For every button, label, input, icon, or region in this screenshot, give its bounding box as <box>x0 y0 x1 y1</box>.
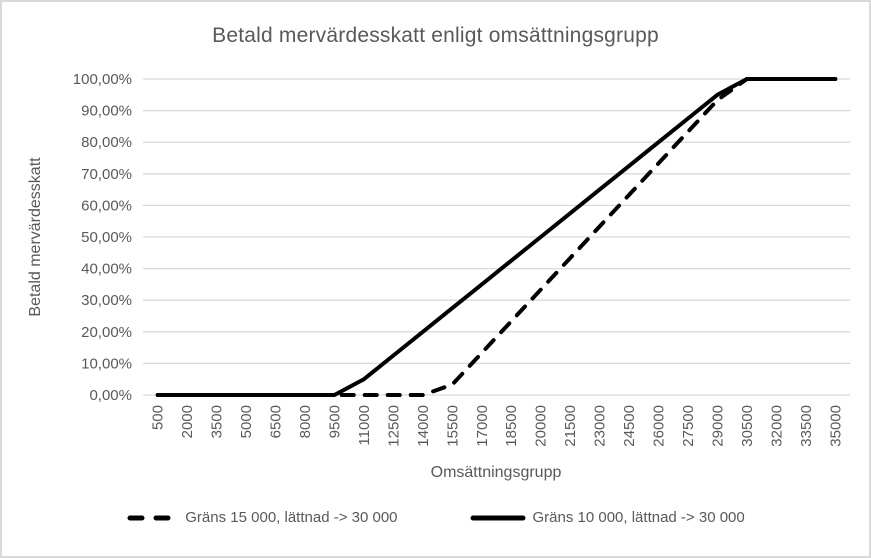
x-tick-label: 18500 <box>503 405 520 447</box>
legend-item-solid: Gräns 10 000, lättnad -> 30 000 <box>470 509 745 526</box>
y-tick-label: 100,00% <box>73 71 132 88</box>
y-tick-label: 0,00% <box>89 387 132 404</box>
x-tick-label: 500 <box>150 405 167 430</box>
x-tick-label: 14000 <box>415 405 432 447</box>
x-tick-label: 5000 <box>238 405 255 438</box>
x-tick-label: 20000 <box>533 405 550 447</box>
y-tick-label: 20,00% <box>81 324 132 341</box>
x-tick-label: 32000 <box>768 405 785 447</box>
x-axis-title: Omsättningsgrupp <box>431 464 562 481</box>
x-tick-label: 11000 <box>356 405 373 446</box>
x-tick-label: 21500 <box>562 405 579 447</box>
x-tick-label: 9500 <box>326 405 343 438</box>
legend-label-dashed: Gräns 15 000, lättnad -> 30 000 <box>185 509 398 526</box>
y-tick-label: 10,00% <box>81 355 132 372</box>
x-tick-label: 3500 <box>209 405 226 438</box>
x-tick-label: 2000 <box>179 405 196 438</box>
y-tick-label: 30,00% <box>81 292 132 309</box>
series-line-dashed <box>155 77 838 397</box>
y-tick-label: 60,00% <box>81 197 132 214</box>
x-tick-label: 12500 <box>385 405 402 447</box>
x-tick-label: 35000 <box>827 405 844 447</box>
x-tick-label: 26000 <box>651 405 668 447</box>
y-tick-label: 70,00% <box>81 166 132 183</box>
legend-item-dashed: Gräns 15 000, lättnad -> 30 000 <box>126 509 398 526</box>
x-tick-label: 29000 <box>709 405 726 447</box>
x-tick-label: 27500 <box>680 405 697 447</box>
legend-label-solid: Gräns 10 000, lättnad -> 30 000 <box>532 509 745 526</box>
dashed-line-icon <box>127 515 177 520</box>
x-tick-label: 23000 <box>592 405 609 447</box>
y-tick-label: 50,00% <box>81 229 132 246</box>
x-tick-label: 17000 <box>474 405 491 447</box>
x-tick-label: 15500 <box>444 405 461 447</box>
x-tick-label: 8000 <box>297 405 314 438</box>
y-axis-title: Betald mervärdesskatt <box>27 157 44 317</box>
x-tick-label: 24500 <box>621 405 638 447</box>
legend: Gräns 15 000, lättnad -> 30 000 Gräns 10… <box>2 509 869 526</box>
series-line-solid <box>155 77 838 397</box>
chart-title: Betald mervärdesskatt enligt omsättnings… <box>212 24 659 47</box>
x-tick-label: 33500 <box>798 405 815 447</box>
x-tick-label: 6500 <box>268 405 285 438</box>
x-tick-label: 30500 <box>739 405 756 447</box>
y-tick-label: 40,00% <box>81 261 132 278</box>
y-tick-label: 80,00% <box>81 134 132 151</box>
plot-area: 0,00% 10,00% 20,00% 30,00% 40,00% 50,00% 60,00… <box>27 71 850 481</box>
solid-line-icon <box>470 515 525 520</box>
y-tick-label: 90,00% <box>81 103 132 120</box>
